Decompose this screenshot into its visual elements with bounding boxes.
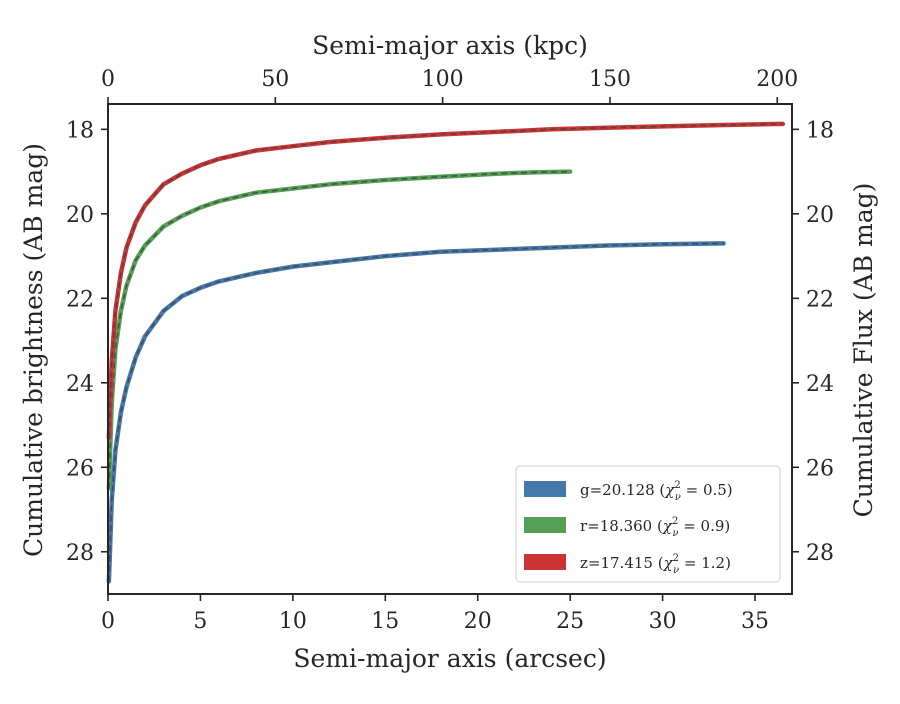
x-tick-label-4: 20 — [464, 609, 492, 634]
x-tick-label-3: 15 — [371, 609, 399, 634]
legend-swatch-z — [524, 554, 566, 570]
y2-tick-label-0: 18 — [806, 118, 834, 143]
legend-frame — [515, 465, 781, 583]
x2-tick-label-0: 0 — [101, 67, 115, 92]
x2-axis-label: Semi-major axis (kpc) — [312, 31, 588, 60]
plot-frame — [107, 103, 793, 595]
series-line-2 — [106, 121, 786, 440]
series-layer — [106, 121, 786, 584]
y2-tick-label-3: 24 — [806, 372, 834, 397]
y-tick-label-0: 18 — [66, 118, 94, 143]
y2-tick-label-1: 20 — [806, 203, 834, 228]
x-tick-label-0: 0 — [101, 609, 115, 634]
legend-swatch-g — [524, 481, 566, 497]
y2-tick-label-2: 22 — [806, 287, 834, 312]
x-tick-label-7: 35 — [741, 609, 769, 634]
x2-tick-label-4: 200 — [756, 67, 798, 92]
y2-axis-label: Cumulative Flux (AB mag) — [849, 183, 878, 518]
y-tick-label-1: 20 — [66, 203, 94, 228]
x2-tick-label-1: 50 — [261, 67, 289, 92]
x-tick-label-1: 5 — [193, 609, 207, 634]
legend-label-z: z=17.415 (χ2 ν = 1.2) — [580, 553, 731, 576]
x2-tick-label-2: 100 — [422, 67, 464, 92]
x-tick-label-5: 25 — [556, 609, 584, 634]
y-tick-label-4: 26 — [66, 456, 94, 481]
model-fit-line-1 — [108, 170, 571, 489]
legend-swatch-r — [524, 517, 566, 533]
model-fit-line-2 — [108, 123, 783, 438]
y-axis-label: Cumulative brightness (AB mag) — [19, 143, 48, 557]
axes-layer: 0 5 10 15 20 25 30 35 0 50 100 150 200 18 20 22 24 26 28 18… — [66, 67, 834, 634]
series-line-1 — [106, 169, 573, 491]
y-tick-label-5: 28 — [66, 541, 94, 566]
x-axis-label: Semi-major axis (arcsec) — [293, 644, 606, 673]
y-tick-label-2: 22 — [66, 287, 94, 312]
legend-label-g: g=20.128 (χ2 ν = 0.5) — [580, 480, 733, 503]
x-tick-label-2: 10 — [279, 609, 307, 634]
legend: g=20.128 (χ2 ν = 0.5) r=18.360 (χ2 ν = 0.9… — [515, 465, 781, 583]
x2-tick-label-3: 150 — [589, 67, 631, 92]
y-tick-label-3: 24 — [66, 372, 94, 397]
y2-tick-label-4: 26 — [806, 456, 834, 481]
model-fit-line-0 — [108, 242, 724, 582]
legend-label-r: r=18.360 (χ2 ν = 0.9) — [580, 516, 730, 539]
y2-tick-label-5: 28 — [806, 541, 834, 566]
x-tick-label-6: 30 — [649, 609, 677, 634]
